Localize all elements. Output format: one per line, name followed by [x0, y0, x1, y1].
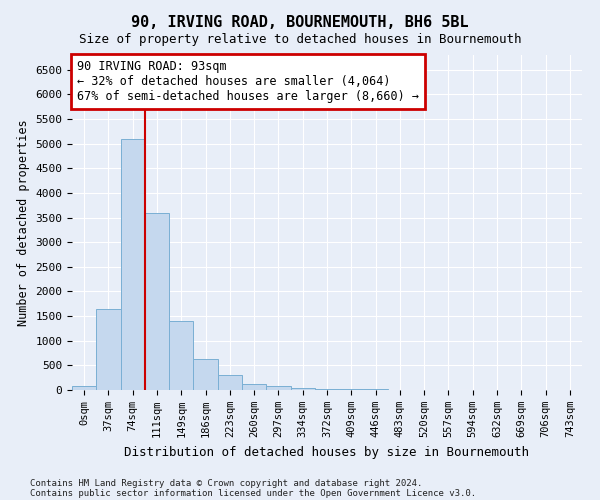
Bar [193, 360, 218, 390]
Bar [72, 386, 96, 390]
Bar [339, 389, 364, 390]
Bar [266, 386, 290, 390]
Bar [96, 308, 121, 390]
Bar [290, 388, 315, 390]
Y-axis label: Number of detached properties: Number of detached properties [17, 119, 30, 326]
X-axis label: Distribution of detached houses by size in Bournemouth: Distribution of detached houses by size … [125, 446, 530, 458]
Bar [315, 388, 339, 390]
Bar [218, 375, 242, 390]
Bar [242, 384, 266, 390]
Text: Size of property relative to detached houses in Bournemouth: Size of property relative to detached ho… [79, 32, 521, 46]
Text: Contains HM Land Registry data © Crown copyright and database right 2024.: Contains HM Land Registry data © Crown c… [30, 478, 422, 488]
Bar [145, 212, 169, 390]
Text: Contains public sector information licensed under the Open Government Licence v3: Contains public sector information licen… [30, 488, 476, 498]
Text: 90 IRVING ROAD: 93sqm
← 32% of detached houses are smaller (4,064)
67% of semi-d: 90 IRVING ROAD: 93sqm ← 32% of detached … [77, 60, 419, 103]
Bar [121, 138, 145, 390]
Text: 90, IRVING ROAD, BOURNEMOUTH, BH6 5BL: 90, IRVING ROAD, BOURNEMOUTH, BH6 5BL [131, 15, 469, 30]
Bar [169, 321, 193, 390]
